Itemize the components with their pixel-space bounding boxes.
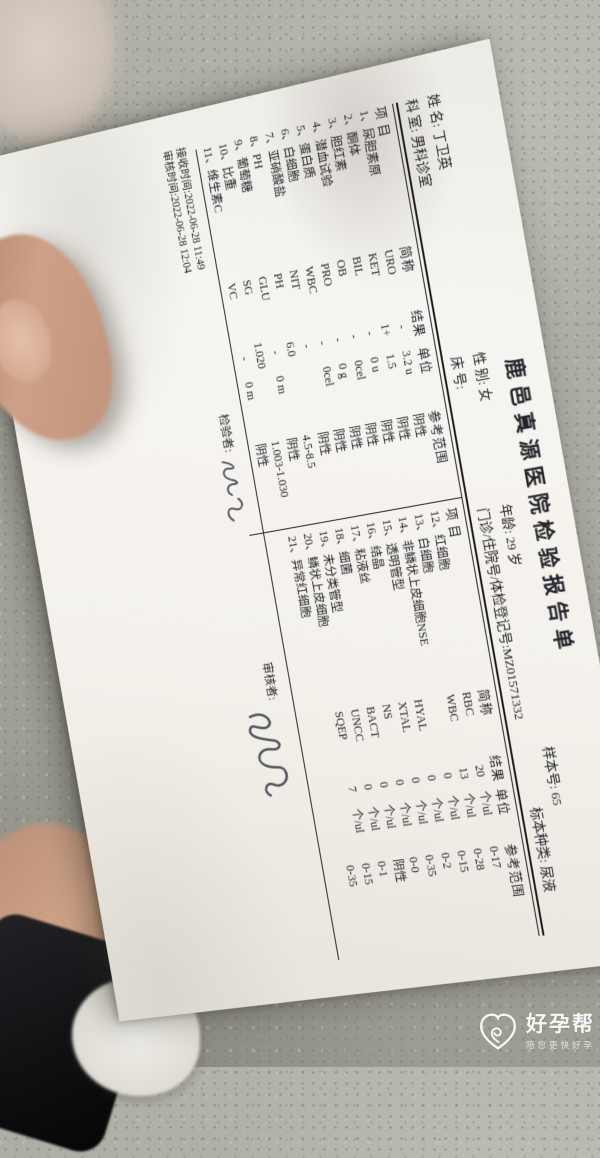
watermark-text: 好孕帮 陪您更快好孕 bbox=[526, 1014, 595, 1051]
haoyunbang-logo-icon bbox=[477, 1011, 519, 1053]
item-result bbox=[330, 772, 337, 811]
watermark-brand: 好孕帮 bbox=[526, 1014, 595, 1036]
blurred-fingertip bbox=[0, 0, 116, 144]
reviewer-signature bbox=[234, 702, 301, 802]
watermark: 好孕帮 陪您更快好孕 bbox=[477, 1011, 595, 1053]
examiner-signature bbox=[213, 454, 252, 526]
thumbnail bbox=[0, 292, 61, 389]
photo-of-lab-report: { "report": { "title": "鹿邑真源医院检验报告单", "p… bbox=[0, 0, 600, 1067]
item-abbr bbox=[319, 714, 329, 772]
watermark-slogan: 陪您更快好孕 bbox=[526, 1039, 595, 1051]
examiner-label: 检验者: bbox=[215, 412, 239, 453]
item-unit bbox=[337, 811, 347, 865]
reviewer-label: 审核者: bbox=[259, 661, 283, 702]
